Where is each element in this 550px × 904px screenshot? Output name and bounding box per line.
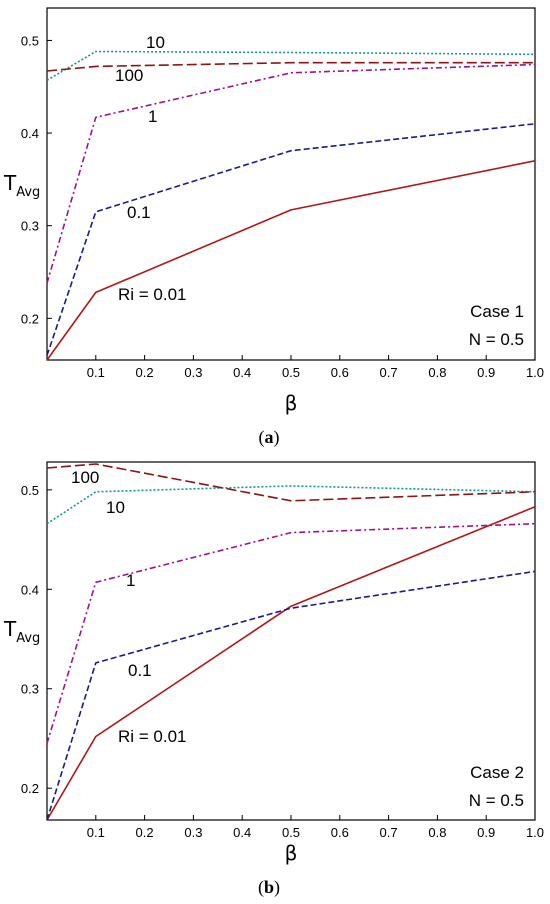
x-tick-label: 0.5 bbox=[282, 365, 300, 380]
series-label: 10 bbox=[146, 33, 165, 52]
y-tick-label: 0.5 bbox=[21, 483, 39, 498]
series-line-100 bbox=[46, 463, 536, 502]
y-axis-label: TAvg bbox=[3, 171, 40, 200]
x-tick-label: 0.6 bbox=[331, 365, 349, 380]
x-tick-label: 0.5 bbox=[282, 825, 300, 840]
series-line-100 bbox=[46, 61, 535, 72]
series-line-10 bbox=[46, 485, 536, 525]
plot-frame bbox=[46, 7, 536, 361]
figure-caption: (a) bbox=[259, 427, 280, 448]
x-tick-label: 0.3 bbox=[184, 825, 202, 840]
y-tick-label: 0.4 bbox=[21, 126, 39, 141]
series-label: 100 bbox=[115, 66, 143, 85]
x-axis-label: β bbox=[285, 841, 298, 865]
x-tick-label: 0.1 bbox=[87, 365, 105, 380]
x-tick-label: 0.1 bbox=[87, 825, 105, 840]
x-tick-label: 0.4 bbox=[233, 825, 251, 840]
y-axis-label: TAvg bbox=[3, 617, 40, 646]
x-tick-label: 0.4 bbox=[233, 365, 251, 380]
series-label: 100 bbox=[71, 468, 99, 487]
x-tick-label: 0.6 bbox=[331, 825, 349, 840]
x-tick-label: 0.8 bbox=[428, 825, 446, 840]
series-line-1 bbox=[46, 63, 536, 284]
series-label: 0.1 bbox=[128, 661, 152, 680]
y-tick-label: 0.3 bbox=[21, 682, 39, 697]
x-tick-label: 0.7 bbox=[380, 365, 398, 380]
case-annotation: Case 2 bbox=[470, 763, 524, 782]
y-tick-label: 0.2 bbox=[21, 311, 39, 326]
series-line-Ri0-01 bbox=[46, 506, 536, 821]
series-label: 1 bbox=[148, 107, 157, 126]
figure-caption: (b) bbox=[258, 877, 280, 898]
y-tick-label: 0.3 bbox=[21, 219, 39, 234]
x-tick-label: 1.0 bbox=[526, 365, 544, 380]
x-tick-label: 1.0 bbox=[526, 825, 544, 840]
x-tick-label: 0.2 bbox=[136, 365, 154, 380]
x-tick-label: 0.7 bbox=[380, 825, 398, 840]
series-line-10 bbox=[46, 50, 536, 81]
parameter-annotation: N = 0.5 bbox=[469, 330, 524, 349]
series-label: Ri = 0.01 bbox=[118, 727, 187, 746]
x-tick-label: 0.2 bbox=[136, 825, 154, 840]
series-label: 1 bbox=[126, 571, 135, 590]
series-label: 0.1 bbox=[127, 203, 151, 222]
case-annotation: Case 1 bbox=[470, 302, 524, 321]
x-tick-label: 0.3 bbox=[184, 365, 202, 380]
parameter-annotation: N = 0.5 bbox=[469, 791, 524, 810]
series-line-1 bbox=[46, 522, 536, 744]
series-line-0-1 bbox=[46, 570, 536, 821]
x-tick-label: 0.9 bbox=[477, 365, 495, 380]
series-line-0-1 bbox=[46, 123, 536, 356]
x-tick-label: 0.9 bbox=[477, 825, 495, 840]
y-tick-label: 0.4 bbox=[21, 582, 39, 597]
y-tick-label: 0.2 bbox=[21, 781, 39, 796]
chart-panel-a: 0.1 0.2 0.3 0.4 0.5 0.6 0.7 0.8 0.9 1.0 0.2 0.3 0.4 0… bbox=[3, 7, 544, 448]
x-tick-label: 0.8 bbox=[428, 365, 446, 380]
series-label: Ri = 0.01 bbox=[118, 285, 187, 304]
y-tick-label: 0.5 bbox=[21, 33, 39, 48]
series-line-Ri0-01 bbox=[46, 160, 536, 361]
chart-panel-b: 0.1 0.2 0.3 0.4 0.5 0.6 0.7 0.8 0.9 1.0 0.2 0.3 0.4 0… bbox=[3, 461, 544, 898]
x-axis-label: β bbox=[285, 391, 298, 415]
series-label: 10 bbox=[106, 498, 125, 517]
